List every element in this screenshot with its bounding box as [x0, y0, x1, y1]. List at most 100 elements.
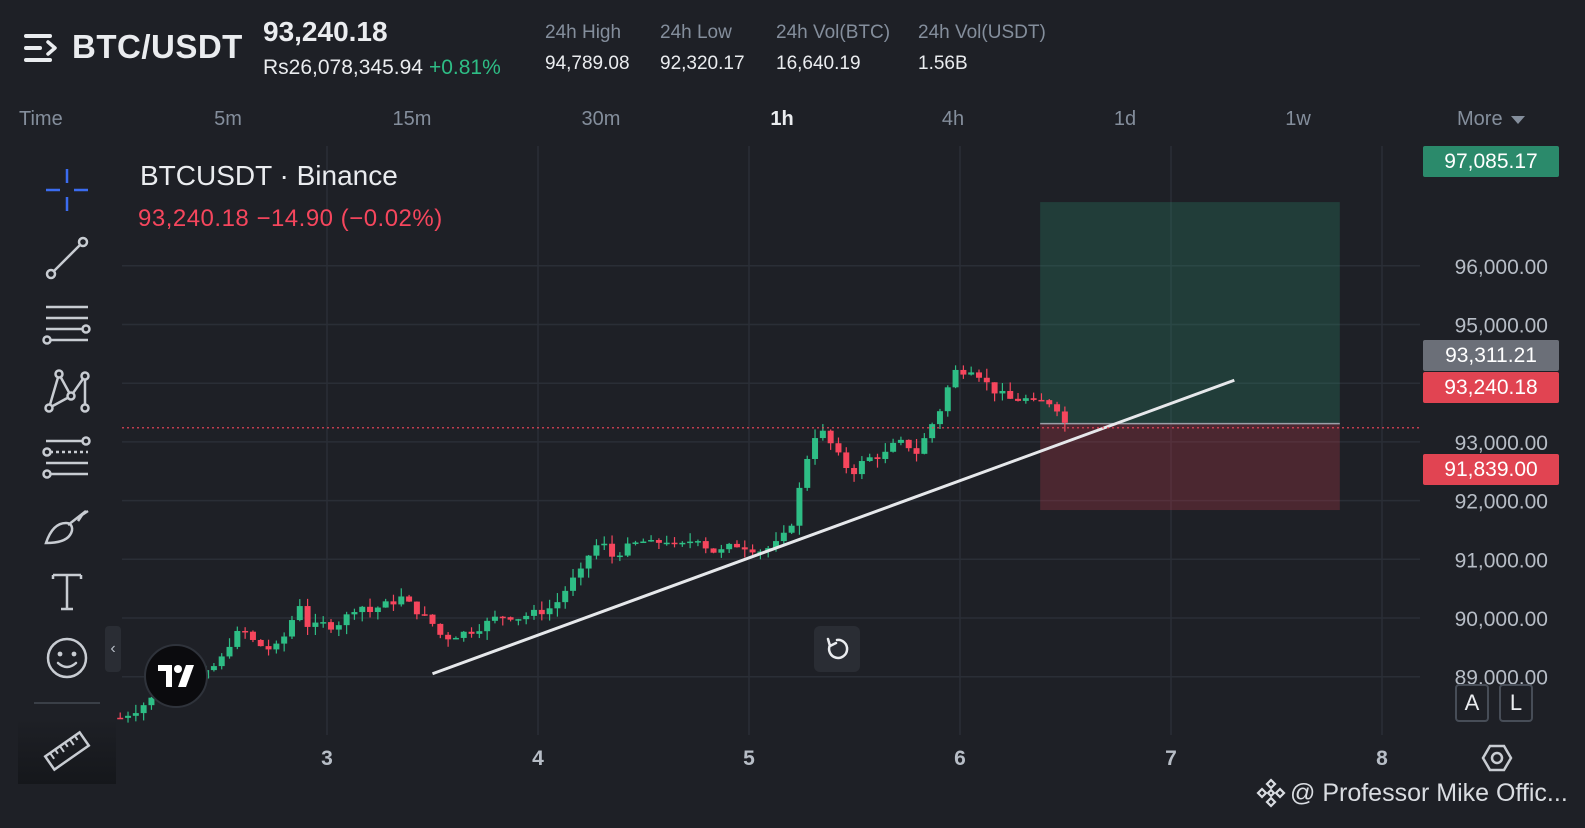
candle-body [546, 608, 553, 615]
candle-body [983, 377, 990, 383]
collapse-toolbar-button[interactable]: ‹ [105, 626, 121, 672]
candle-body [210, 666, 217, 671]
tab-1d[interactable]: 1d [1113, 108, 1137, 130]
pattern-tool[interactable] [38, 362, 96, 418]
tab-1w[interactable]: 1w [1285, 108, 1311, 130]
brush-tool[interactable] [38, 498, 96, 554]
candle-body [585, 555, 592, 569]
stat-24h-vol-btc: 24h Vol(BTC) 16,640.19 [776, 22, 890, 75]
candle-body [819, 430, 826, 439]
candle-body [835, 443, 842, 453]
candle-body [843, 452, 850, 469]
candle-body [265, 646, 272, 650]
text-tool[interactable] [38, 564, 96, 620]
drawing-toolbar [0, 148, 120, 788]
candle-body [812, 438, 819, 459]
candle-body [507, 617, 514, 620]
chevron-down-icon [1510, 115, 1525, 124]
fiat-price: Rs26,078,345.94 [263, 56, 423, 79]
x-tick-label: 8 [1376, 747, 1388, 770]
pattern-icon [44, 369, 90, 413]
candle-body [140, 705, 147, 714]
candle-body [296, 606, 303, 621]
fib-levels-tool[interactable] [38, 430, 96, 486]
menu-icon[interactable] [22, 30, 60, 66]
candle-body [242, 630, 249, 633]
tab-30m[interactable]: 30m [581, 108, 621, 130]
y-tick-label: 96,000.00 [1455, 256, 1548, 279]
emoji-tool[interactable] [38, 630, 96, 686]
candle-body [382, 601, 389, 608]
last-price: 93,240.18 [263, 16, 388, 47]
stat-label: 24h Vol(USDT) [918, 22, 1046, 43]
profit-zone [1040, 202, 1340, 424]
chart-settings-button[interactable] [1479, 740, 1515, 776]
crosshair-tool[interactable] [38, 162, 96, 218]
candle-body [710, 548, 717, 553]
candle-body [132, 713, 139, 716]
y-tick-label: 90,000.00 [1455, 608, 1548, 631]
ruler-icon [43, 730, 91, 772]
tab-15m[interactable]: 15m [392, 108, 432, 130]
tab-more[interactable]: More [1457, 108, 1525, 131]
last-price-tag: 93,240.18 [1423, 372, 1559, 403]
fib-levels-icon [42, 436, 91, 479]
tab-1h[interactable]: 1h [770, 108, 794, 130]
candle-body [616, 555, 623, 558]
candle-body [320, 622, 327, 624]
candle-body [694, 541, 701, 543]
brush-icon [44, 509, 89, 545]
horizontal-lines-icon [42, 305, 91, 345]
candle-body [445, 634, 452, 640]
chevron-left-icon: ‹ [110, 640, 116, 657]
candle-body [796, 487, 803, 526]
candle-body [1061, 411, 1068, 423]
tab-4h[interactable]: 4h [941, 108, 965, 130]
reset-chart-button[interactable] [814, 626, 860, 672]
change-percent: +0.81% [428, 56, 501, 79]
gear-icon [1481, 744, 1513, 772]
stop-price-tag: 91,839.00 [1423, 454, 1559, 485]
candle-body [866, 457, 873, 462]
tradingview-logo-icon [158, 665, 194, 687]
candle-body [929, 424, 936, 439]
candle-body [749, 549, 756, 553]
candle-body [530, 609, 537, 616]
tab-time[interactable]: Time [19, 108, 63, 130]
stat-24h-low: 24h Low 92,320.17 [660, 22, 745, 75]
candle-body [554, 602, 561, 609]
chart-symbol-title: BTCUSDT · Binance [140, 160, 398, 191]
candle-body [671, 542, 678, 545]
candle-body [624, 543, 631, 556]
candle-body [952, 369, 959, 388]
candle-body [765, 548, 772, 552]
watermark-text: @ Professor Mike Offic... [1290, 778, 1568, 807]
entry-price-tag: 93,311.21 [1423, 340, 1559, 371]
log-scale-button[interactable]: L [1499, 684, 1533, 722]
candle-body [936, 411, 943, 425]
candle-body [421, 614, 428, 616]
stat-value: 92,320.17 [660, 53, 745, 74]
candle-body [499, 616, 506, 619]
candle-body [718, 549, 725, 553]
candle-body [1007, 390, 1014, 399]
auto-scale-button[interactable]: A [1455, 684, 1489, 722]
candle-body [335, 625, 342, 630]
candle-body [741, 547, 748, 550]
candle-body [515, 619, 522, 621]
ruler-tool[interactable] [18, 718, 116, 784]
candle-body [975, 372, 982, 378]
candle-body [780, 532, 787, 542]
stat-label: 24h High [545, 22, 622, 43]
auto-scale-label: A [1464, 690, 1480, 715]
tab-5m[interactable]: 5m [214, 108, 242, 130]
candle-body [913, 448, 920, 454]
candle-body [398, 596, 405, 605]
trend-line-tool[interactable] [38, 230, 96, 286]
pair-selector[interactable]: BTC/USDT [72, 28, 243, 65]
horizontal-lines-tool[interactable] [38, 296, 96, 352]
stat-label: 24h Low [660, 22, 732, 43]
candle-body [218, 656, 225, 667]
candle-body [640, 541, 647, 544]
interval-tabs: Time 5m 15m 30m 1h 4h 1d 1w More [0, 100, 1585, 144]
